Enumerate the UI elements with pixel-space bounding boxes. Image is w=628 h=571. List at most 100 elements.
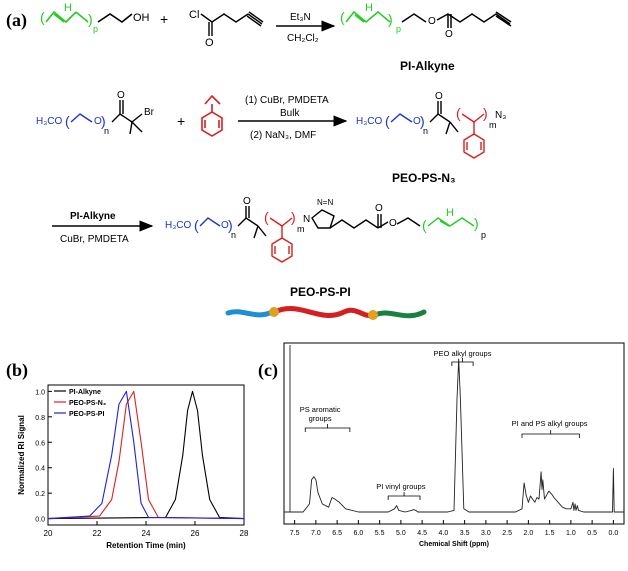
nmr-xtick-label: 2.0 (524, 530, 534, 537)
row3-reagent-bottom: CuBr, PMDETA (60, 234, 129, 245)
svg-text:H: H (365, 2, 373, 14)
row1-reagent-top: Et₃N (290, 12, 311, 23)
svg-text:): ) (420, 113, 425, 129)
gpc-legend-label: PEO-PS-PI (69, 411, 104, 418)
nmr-xtick-label: 4.0 (439, 530, 449, 537)
peo-chain (225, 309, 275, 318)
svg-text:O: O (428, 16, 436, 27)
gpc-legend-label: PEO-PS-N₃ (69, 400, 106, 407)
gpc-xlabel: Retention Time (min) (106, 541, 186, 550)
pi-chain (372, 309, 427, 319)
row1-oh: OH (133, 12, 150, 24)
row3-reagent-top: PI-Alkyne (70, 211, 116, 222)
row3-product-name: PEO-PS-PI (290, 285, 351, 299)
svg-text:(: ( (65, 113, 70, 129)
gpc-chart: 20 22 24 26 28 0.0 0.2 0.4 0.6 0.8 1.0 Retention Ti… (17, 384, 249, 550)
svg-text:H: H (446, 207, 454, 219)
svg-text:m: m (489, 120, 497, 130)
peo-alkyl-bracket (451, 358, 474, 366)
pi-vinyl-label: PI vinyl groups (376, 482, 425, 491)
pi-ps-alkyl-label: PI and PS alkyl groups (512, 419, 588, 428)
nmr-xtick-label: 5.5 (375, 530, 385, 537)
svg-text:n: n (231, 230, 236, 240)
svg-text:H: H (64, 2, 72, 14)
nmr-xtick-label: 0.5 (587, 530, 597, 537)
row2-cond2: (2) NaN₃, DMF (250, 130, 316, 141)
nmr-xtick-label: 2.5 (502, 530, 512, 537)
row1-product-structure: ( H ) p O O (340, 2, 512, 40)
nmr-xtick-label: 1.0 (566, 530, 576, 537)
gpc-ytick-label: 0.4 (35, 466, 45, 473)
svg-text:Br: Br (144, 107, 155, 118)
gpc-ytick-label: 0.0 (35, 517, 45, 524)
nmr-xtick-label: 0.0 (609, 530, 619, 537)
nmr-chart: 7.5 7.0 6.5 6.0 5.5 5.0 4.5 4.0 3.5 3.0 2.5 2.0 1.5 1… (283, 342, 625, 548)
row3-product-structure: H₃CO ( O ) n O ( ) m N N=N O O ( H ) p (165, 196, 486, 263)
panel-c-label: (c) (258, 360, 278, 381)
row2-plus: + (177, 113, 185, 129)
svg-text:Cl: Cl (189, 9, 199, 21)
nmr-spectrum-line (284, 358, 624, 513)
row2-peo-initiator: H₃CO ( O ) n O Br (36, 90, 155, 136)
svg-text:): ) (228, 217, 233, 233)
svg-text:N₃: N₃ (495, 110, 506, 121)
svg-text:O: O (375, 203, 383, 214)
svg-text:(: ( (264, 209, 269, 225)
row2-cond1: (1) CuBr, PMDETA (245, 95, 329, 106)
row1-plus: + (160, 11, 168, 27)
gpc-ytick-label: 1.0 (35, 389, 45, 396)
gpc-series-line (47, 390, 245, 520)
junction-bead (368, 310, 378, 320)
ps-aromatic-label: PS aromatic groups (300, 405, 341, 423)
nmr-xlabel: Chemical Shift (ppm) (419, 541, 489, 548)
row1-p-label: p (93, 24, 98, 34)
nmr-xtick-label: 1.5 (545, 530, 555, 537)
svg-text:): ) (483, 105, 488, 121)
svg-text:O: O (117, 90, 125, 101)
svg-text:(: ( (385, 113, 390, 129)
row1-reactant-pi: ( H ) p OH (40, 2, 150, 34)
junction-bead (269, 307, 279, 317)
svg-text:O: O (445, 29, 453, 40)
pi-vinyl-bracket (387, 492, 421, 500)
nmr-xtick-label: 7.0 (311, 530, 321, 537)
svg-text:p: p (481, 230, 486, 240)
nmr-xtick-label: 6.5 (332, 530, 342, 537)
nmr-xtick-label: 7.5 (290, 530, 300, 537)
ps-chain (272, 306, 375, 318)
pi-ps-alkyl-bracket (521, 430, 580, 438)
nmr-xtick-label: 4.5 (417, 530, 427, 537)
svg-text:(: ( (194, 217, 199, 233)
svg-text:(: ( (340, 9, 345, 25)
svg-text:): ) (388, 11, 393, 27)
svg-text:N: N (303, 214, 310, 225)
svg-text:O: O (243, 196, 251, 207)
gpc-xtick-label: 22 (93, 529, 102, 538)
triblock-cartoon (225, 306, 427, 320)
svg-text:O: O (94, 116, 102, 127)
row1-product-name: PI-Alkyne (400, 59, 455, 73)
nmr-xtick-label: 3.5 (460, 530, 470, 537)
svg-text:O: O (205, 37, 214, 49)
svg-text:p: p (396, 24, 401, 34)
svg-text:): ) (474, 215, 479, 231)
gpc-xtick-label: 28 (240, 529, 249, 538)
svg-text:(: ( (456, 105, 461, 121)
ps-aromatic-bracket (304, 424, 351, 432)
svg-text:n: n (104, 126, 109, 136)
svg-text:n: n (423, 126, 428, 136)
row2-cond1b: Bulk (280, 108, 300, 119)
gpc-series-line (47, 390, 245, 520)
svg-text:H₃CO: H₃CO (36, 116, 63, 127)
nmr-xtick-label: 3.0 (481, 530, 491, 537)
panel-a-label: (a) (6, 10, 27, 31)
svg-text:H₃CO: H₃CO (165, 220, 192, 231)
nmr-xtick-label: 5.0 (396, 530, 406, 537)
gpc-ytick-label: 0.2 (35, 491, 45, 498)
row1-reagent-bottom: CH₂Cl₂ (287, 33, 319, 44)
svg-text:O: O (221, 220, 229, 231)
gpc-series-line (47, 390, 245, 520)
svg-text:(: ( (422, 217, 427, 233)
svg-text:): ) (88, 11, 93, 27)
